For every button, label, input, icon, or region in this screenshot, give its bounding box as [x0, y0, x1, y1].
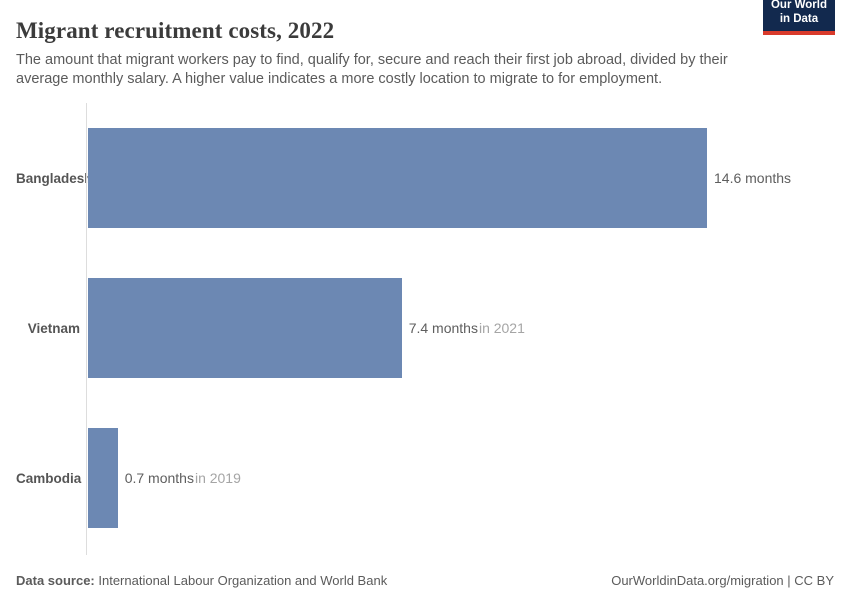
bar-value-label-cambodia: 0.7 monthsin 2019 — [125, 470, 241, 486]
entity-label-cambodia: Cambodia — [16, 470, 82, 486]
value-text: 14.6 months — [714, 170, 792, 186]
chart-subtitle: The amount that migrant workers pay to f… — [16, 52, 728, 87]
chart-footer: Data source: International Labour Organi… — [16, 573, 834, 589]
value-text: 0.7 months — [124, 470, 194, 486]
bar-row-bangladesh: Bangladesh 14.6 months — [16, 103, 834, 253]
chart-title: Migrant recruitment costs, 2022 — [16, 18, 335, 43]
data-source-label: Data source: — [16, 573, 95, 588]
bar-value-label-bangladesh: 14.6 months — [714, 170, 792, 186]
bar-bangladesh[interactable] — [88, 128, 707, 228]
entity-label-bangladesh: Bangladesh — [16, 170, 93, 186]
bar-row-cambodia: Cambodia 0.7 monthsin 2019 — [16, 403, 834, 553]
chart-header: Migrant recruitment costs, 2022 The amou… — [16, 0, 835, 88]
value-time-text: in 2019 — [194, 470, 241, 486]
y-axis-line — [86, 103, 87, 555]
plot-area-cambodia: 0.7 monthsin 2019 — [88, 403, 834, 553]
owid-logo-line2: in Data — [779, 13, 819, 25]
plot-area-bangladesh: 14.6 months — [88, 103, 834, 253]
entity-label-vietnam: Vietnam — [27, 320, 80, 336]
value-text: 7.4 months — [408, 320, 478, 336]
plot-area-vietnam: 7.4 monthsin 2021 — [88, 253, 834, 403]
bar-value-label-vietnam: 7.4 monthsin 2021 — [409, 320, 525, 336]
data-source-text: International Labour Organization and Wo… — [94, 573, 388, 588]
value-time-text: in 2021 — [478, 320, 525, 336]
data-source-note: Data source: International Labour Organi… — [16, 573, 387, 589]
bar-chart: Bangladesh 14.6 months Vietnam 7.4 month… — [16, 103, 834, 555]
bar-row-vietnam: Vietnam 7.4 monthsin 2021 — [16, 253, 834, 403]
bar-vietnam[interactable] — [88, 278, 402, 378]
owid-logo[interactable]: Our World in Data — [762, 0, 835, 35]
owid-logo-line1: Our World — [770, 0, 827, 11]
license-link[interactable]: OurWorldinData.org/migration | CC BY — [611, 573, 834, 588]
bar-cambodia[interactable] — [88, 428, 118, 528]
